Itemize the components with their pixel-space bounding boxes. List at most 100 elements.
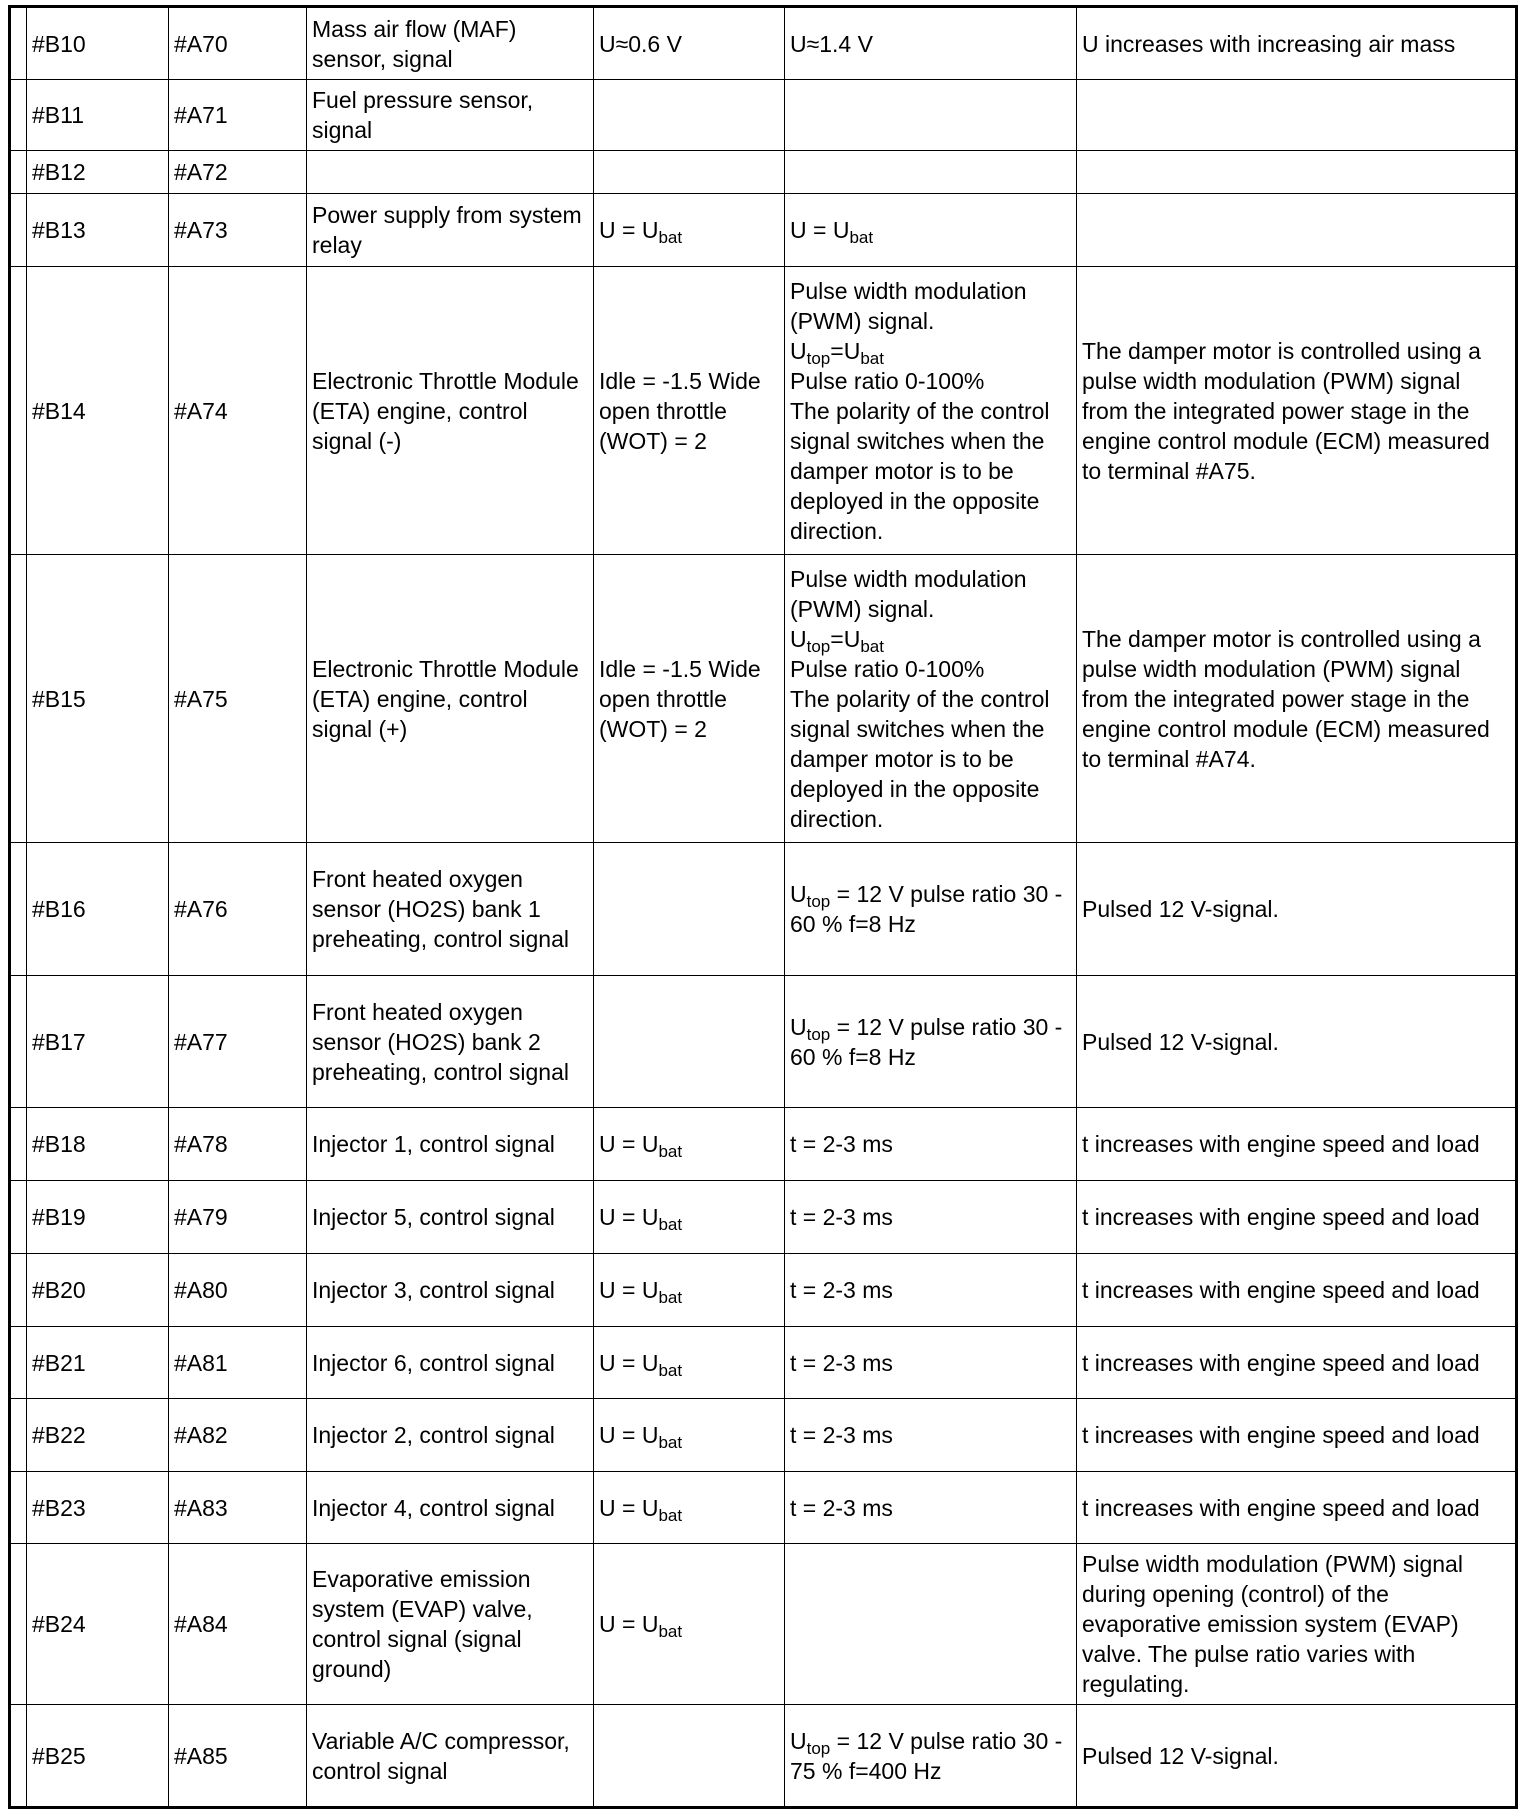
remarks-cell: t increases with engine speed and load [1076, 1398, 1517, 1472]
pin-a-cell: #A84 [168, 1543, 307, 1705]
value-1-cell: Idle = -1.5 Wide open throttle (WOT) = 2 [593, 266, 785, 555]
cell-text: t = 2-3 ms [790, 1131, 893, 1157]
cell-text: Pulse ratio 0-100% [790, 367, 985, 394]
value-1-cell: U = Ubat [593, 1326, 785, 1399]
cell-text: The polarity of the control signal switc… [790, 397, 1050, 544]
margin-cell [9, 150, 27, 194]
value-2-cell [784, 79, 1077, 151]
remarks-cell [1076, 193, 1517, 267]
value-1-cell: U = Ubat [593, 1398, 785, 1472]
cell-text: U = U [599, 1277, 659, 1303]
remarks-cell: Pulsed 12 V-signal. [1076, 842, 1517, 976]
pin-a-cell: #A75 [168, 554, 307, 843]
subscript: top [806, 1738, 831, 1758]
subscript: bat [658, 1360, 683, 1380]
description-cell: Injector 1, control signal [306, 1107, 594, 1181]
value-1-cell [593, 150, 785, 194]
cell-text: t = 2-3 ms [790, 1494, 893, 1521]
pin-a-cell: #A81 [168, 1326, 307, 1399]
remarks-cell: The damper motor is controlled using a p… [1076, 554, 1517, 843]
description-cell: Injector 5, control signal [306, 1180, 594, 1254]
cell-text: U = U [599, 1349, 659, 1376]
value-2-cell: U = Ubat [784, 193, 1077, 267]
value-1-cell: U = Ubat [593, 1543, 785, 1705]
margin-cell [9, 554, 27, 843]
cell-text: t = 2-3 ms [790, 1277, 893, 1303]
description-cell: Injector 2, control signal [306, 1398, 594, 1472]
pin-b-cell: #B10 [26, 6, 169, 80]
subscript: bat [658, 1288, 683, 1307]
description-cell: Variable A/C compressor, control signal [306, 1704, 594, 1808]
pin-b-cell: #B23 [26, 1471, 169, 1544]
table-body: #B10 #A70 Mass air flow (MAF) sensor, sign… [9, 6, 1517, 1808]
margin-cell [9, 842, 27, 976]
remarks-cell: t increases with engine speed and load [1076, 1180, 1517, 1254]
table-row: #B21 #A81 Injector 6, control signal U = Ub… [9, 1326, 1517, 1399]
pin-a-cell: #A78 [168, 1107, 307, 1181]
margin-cell [9, 1326, 27, 1399]
pin-b-cell: #B21 [26, 1326, 169, 1399]
cell-text: U = U [599, 1422, 659, 1448]
description-cell: Injector 6, control signal [306, 1326, 594, 1399]
cell-text: =U [830, 625, 861, 652]
description-cell: Injector 3, control signal [306, 1253, 594, 1327]
cell-text: U = U [599, 1131, 659, 1157]
margin-cell [9, 1398, 27, 1472]
pinout-table: #B10 #A70 Mass air flow (MAF) sensor, sign… [8, 5, 1518, 1809]
description-cell: Electronic Throttle Module (ETA) engine,… [306, 266, 594, 555]
remarks-cell: t increases with engine speed and load [1076, 1471, 1517, 1544]
table-row: #B12 #A72 [9, 150, 1517, 194]
subscript: bat [860, 348, 884, 368]
cell-text: U = U [599, 1494, 659, 1521]
remarks-cell: U increases with increasing air mass [1076, 6, 1517, 80]
subscript: bat [658, 228, 683, 247]
value-1-cell [593, 842, 785, 976]
cell-text: U [790, 881, 807, 907]
table-row: #B19 #A79 Injector 5, control signal U = Ub… [9, 1180, 1517, 1254]
pin-a-cell: #A71 [168, 79, 307, 151]
value-2-cell: Utop = 12 V pulse ratio 30 - 75 % f=400 … [784, 1704, 1077, 1808]
pin-b-cell: #B11 [26, 79, 169, 151]
description-cell: Mass air flow (MAF) sensor, signal [306, 6, 594, 80]
margin-cell [9, 79, 27, 151]
value-1-cell: U = Ubat [593, 193, 785, 267]
table-row: #B11 #A71 Fuel pressure sensor, signal [9, 79, 1517, 151]
pin-b-cell: #B22 [26, 1398, 169, 1472]
margin-cell [9, 1543, 27, 1705]
pin-b-cell: #B14 [26, 266, 169, 555]
cell-text: U [790, 1013, 807, 1040]
description-cell: Front heated oxygen sensor (HO2S) bank 1… [306, 842, 594, 976]
table-row: #B24 #A84 Evaporative emission system (EVA… [9, 1543, 1517, 1705]
value-2-cell: t = 2-3 ms [784, 1398, 1077, 1472]
pin-b-cell: #B20 [26, 1253, 169, 1327]
value-1-cell [593, 975, 785, 1108]
table-row: #B15 #A75 Electronic Throttle Module (ETA)… [9, 554, 1517, 843]
subscript: bat [658, 1433, 683, 1452]
remarks-cell [1076, 150, 1517, 194]
pin-a-cell: #A74 [168, 266, 307, 555]
cell-text: U = U [599, 1204, 659, 1230]
pin-b-cell: #B19 [26, 1180, 169, 1254]
description-cell: Power supply from system relay [306, 193, 594, 267]
value-1-cell: U≈0.6 V [593, 6, 785, 80]
value-1-cell: U = Ubat [593, 1471, 785, 1544]
remarks-cell: Pulse width modulation (PWM) signal duri… [1076, 1543, 1517, 1705]
pin-b-cell: #B16 [26, 842, 169, 976]
table-row: #B14 #A74 Electronic Throttle Module (ETA)… [9, 266, 1517, 555]
description-cell: Electronic Throttle Module (ETA) engine,… [306, 554, 594, 843]
table-row: #B20 #A80 Injector 3, control signal U = Ub… [9, 1253, 1517, 1327]
pin-a-cell: #A73 [168, 193, 307, 267]
margin-cell [9, 1107, 27, 1181]
remarks-cell [1076, 79, 1517, 151]
pin-a-cell: #A72 [168, 150, 307, 194]
description-cell: Front heated oxygen sensor (HO2S) bank 2… [306, 975, 594, 1108]
margin-cell [9, 975, 27, 1108]
margin-cell [9, 6, 27, 80]
pin-a-cell: #A82 [168, 1398, 307, 1472]
value-2-cell: t = 2-3 ms [784, 1253, 1077, 1327]
remarks-cell: t increases with engine speed and load [1076, 1326, 1517, 1399]
pin-a-cell: #A80 [168, 1253, 307, 1327]
pin-b-cell: #B25 [26, 1704, 169, 1808]
cell-text: U [790, 337, 807, 364]
pin-b-cell: #B13 [26, 193, 169, 267]
